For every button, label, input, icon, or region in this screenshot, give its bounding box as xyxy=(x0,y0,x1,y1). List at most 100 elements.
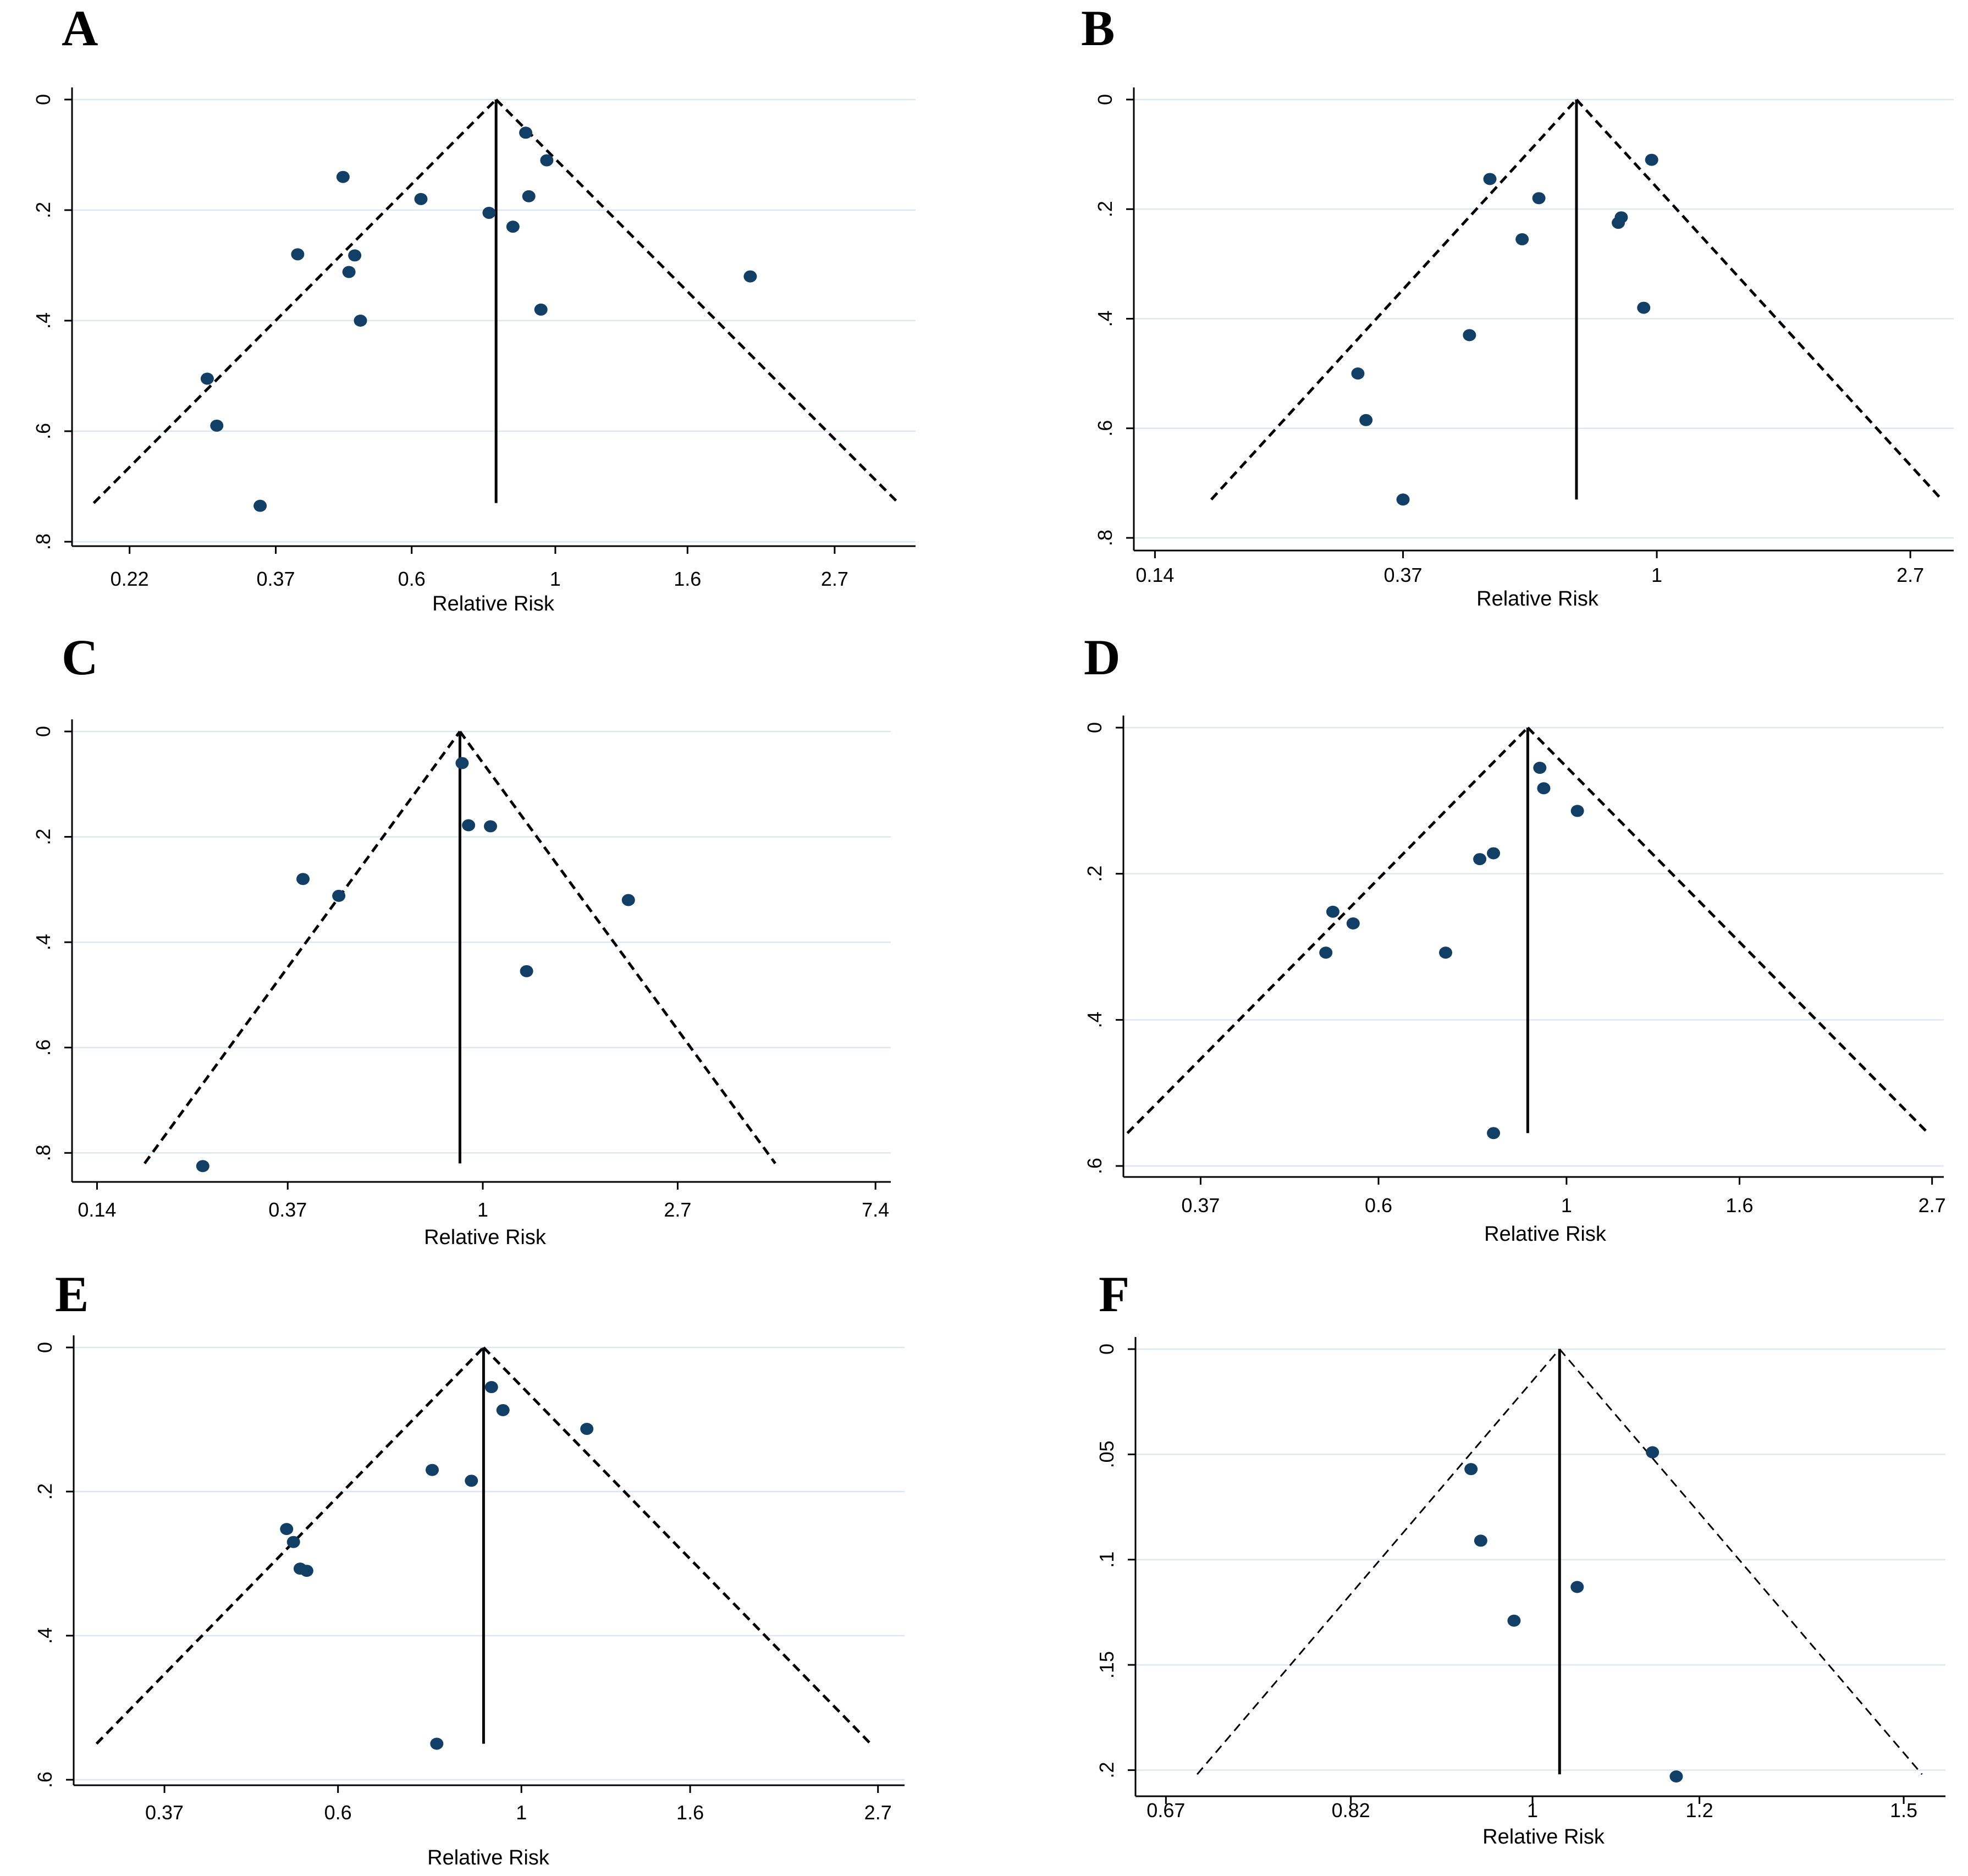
funnel-left-limit-b xyxy=(1210,98,1578,500)
study-point-a-6 xyxy=(506,221,520,233)
study-point-a-7 xyxy=(291,248,305,261)
study-point-f-4 xyxy=(1507,1614,1521,1627)
study-point-b-5 xyxy=(1515,233,1529,246)
study-point-d-4 xyxy=(1473,853,1487,866)
study-point-e-5 xyxy=(280,1523,294,1536)
y-tick-label-d-2: .4 xyxy=(1083,1011,1106,1028)
study-point-a-5 xyxy=(482,207,496,219)
study-point-f-0 xyxy=(1646,1446,1660,1459)
funnel-right-limit-b xyxy=(1575,98,1943,500)
funnel-right-limit-f xyxy=(1559,1349,1923,1775)
funnel-right-limit-a xyxy=(495,98,900,504)
study-point-c-1 xyxy=(462,819,476,832)
panel-label-b: B xyxy=(1081,0,1115,56)
x-tick-label-c-4: 7.4 xyxy=(862,1198,889,1221)
x-tick-label-d-1: 0.6 xyxy=(1365,1194,1392,1217)
study-point-d-3 xyxy=(1487,847,1501,860)
panel-label-c: C xyxy=(62,629,98,685)
x-tick-label-f-1: 0.82 xyxy=(1332,1799,1370,1822)
funnel-right-limit-c xyxy=(459,730,776,1164)
study-point-a-14 xyxy=(210,419,224,432)
x-tick-label-a-2: 0.6 xyxy=(398,568,426,590)
x-tick-label-f-4: 1.5 xyxy=(1890,1799,1917,1822)
study-point-e-1 xyxy=(496,1404,510,1416)
panel-f: F 0 .05 .1 .15 .2 0.67 0.82 1 1.2 1.5 Relative Ri… xyxy=(1095,1266,1945,1849)
x-tick-label-b-3: 2.7 xyxy=(1897,564,1924,586)
x-tick-label-b-0: 0.14 xyxy=(1135,564,1174,586)
x-axis-title-b: Relative Risk xyxy=(1476,587,1599,610)
study-point-e-8 xyxy=(300,1565,313,1577)
study-point-d-6 xyxy=(1346,917,1360,929)
study-point-e-2 xyxy=(580,1423,594,1435)
study-point-c-4 xyxy=(332,889,346,902)
x-tick-label-b-2: 1 xyxy=(1651,564,1662,586)
funnel-right-limit-e xyxy=(482,1346,872,1745)
y-tick-label-a-4: .8 xyxy=(32,533,54,550)
study-point-f-5 xyxy=(1669,1770,1683,1783)
y-tick-label-c-1: .2 xyxy=(32,829,54,845)
study-point-b-2 xyxy=(1532,192,1546,205)
x-axis-title-f: Relative Risk xyxy=(1482,1825,1605,1849)
y-tick-label-a-1: .2 xyxy=(32,202,54,218)
y-tick-label-a-2: .4 xyxy=(32,312,54,329)
x-tick-label-c-3: 2.7 xyxy=(664,1198,691,1221)
study-point-b-7 xyxy=(1463,329,1476,342)
x-tick-label-c-0: 0.14 xyxy=(78,1198,116,1221)
x-tick-label-e-0: 0.37 xyxy=(145,1801,184,1824)
y-tick-label-d-0: 0 xyxy=(1083,722,1106,733)
x-tick-label-a-3: 1 xyxy=(550,568,561,590)
y-tick-label-e-0: 0 xyxy=(34,1342,56,1353)
study-point-d-7 xyxy=(1319,947,1333,959)
study-point-c-0 xyxy=(455,757,469,769)
x-tick-label-b-1: 0.37 xyxy=(1383,564,1422,586)
study-point-b-4 xyxy=(1612,217,1625,229)
y-tick-label-b-3: .6 xyxy=(1094,420,1116,437)
x-tick-label-d-2: 1 xyxy=(1561,1194,1572,1217)
funnel-left-limit-a xyxy=(92,98,497,504)
y-tick-label-a-3: .6 xyxy=(32,423,54,439)
study-point-c-7 xyxy=(196,1160,210,1173)
study-point-a-1 xyxy=(540,154,554,167)
study-point-b-1 xyxy=(1483,173,1497,185)
y-tick-label-c-2: .4 xyxy=(32,934,54,950)
x-tick-label-a-1: 0.37 xyxy=(256,568,295,590)
study-point-d-2 xyxy=(1570,805,1584,817)
study-point-f-1 xyxy=(1464,1463,1478,1476)
funnel-left-limit-f xyxy=(1196,1349,1561,1775)
study-point-a-11 xyxy=(534,303,548,316)
panel-label-d: D xyxy=(1084,629,1120,685)
y-tick-label-d-3: .6 xyxy=(1083,1158,1106,1174)
y-tick-label-b-1: .2 xyxy=(1094,201,1116,217)
x-tick-label-c-1: 0.37 xyxy=(268,1198,307,1221)
study-point-d-8 xyxy=(1439,947,1453,959)
funnel-left-limit-d xyxy=(1126,727,1529,1134)
y-tick-label-a-0: 0 xyxy=(32,94,54,105)
x-axis-title-a: Relative Risk xyxy=(432,592,555,615)
study-point-a-8 xyxy=(348,249,362,262)
y-tick-label-f-3: .15 xyxy=(1095,1651,1118,1679)
funnel-left-limit-c xyxy=(143,730,461,1164)
x-tick-label-f-3: 1.2 xyxy=(1686,1799,1713,1822)
x-tick-label-d-3: 1.6 xyxy=(1726,1194,1753,1217)
study-point-a-3 xyxy=(414,192,428,205)
study-point-c-5 xyxy=(621,894,635,906)
x-tick-label-e-3: 1.6 xyxy=(676,1801,704,1824)
study-point-c-3 xyxy=(296,873,310,885)
study-point-a-12 xyxy=(354,315,367,327)
panel-d: D 0 .2 .4 .6 0.37 0.6 1 1.6 2.7 Relative Risk xyxy=(1083,629,1946,1246)
study-point-a-2 xyxy=(336,170,350,183)
study-point-d-9 xyxy=(1487,1127,1501,1140)
funnel-right-limit-d xyxy=(1526,727,1930,1134)
x-tick-label-f-2: 1 xyxy=(1527,1799,1538,1822)
panel-a: A 0 .2 .4 .6 .8 0.22 0.37 0.6 1 1.6 2.7 Relative R… xyxy=(32,0,916,615)
study-point-c-2 xyxy=(483,820,497,833)
study-point-b-0 xyxy=(1645,153,1658,166)
y-tick-label-e-3: .6 xyxy=(34,1772,56,1788)
study-point-e-9 xyxy=(430,1737,444,1750)
study-point-a-10 xyxy=(743,270,757,283)
x-axis-title-d: Relative Risk xyxy=(1484,1223,1607,1246)
x-tick-label-c-2: 1 xyxy=(477,1198,488,1221)
study-point-f-3 xyxy=(1570,1581,1584,1593)
x-axis-title-c: Relative Risk xyxy=(424,1226,547,1249)
